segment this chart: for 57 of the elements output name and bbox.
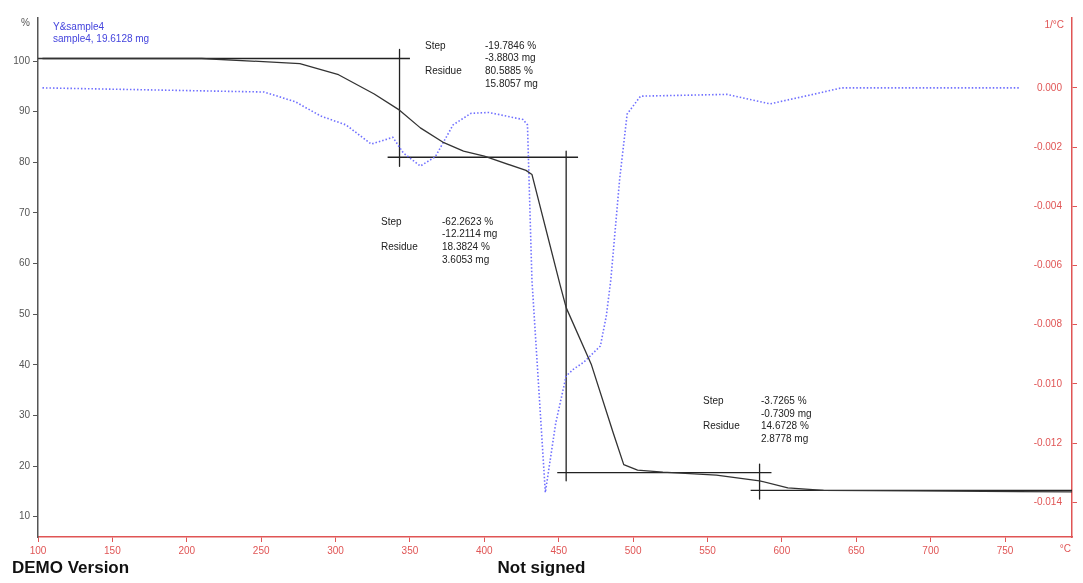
y2-axis-title: 1/°C <box>1044 18 1064 30</box>
y2-tick-label: -0.002 <box>1033 140 1063 152</box>
x-tick-label: 750 <box>996 544 1014 556</box>
y-tick-label: 20 <box>18 459 31 471</box>
x-tick-label: 350 <box>401 544 419 556</box>
y2-tick-label: -0.008 <box>1033 318 1063 330</box>
x-tick-label: 100 <box>29 544 47 556</box>
x-tick-label: 400 <box>475 544 494 556</box>
y-tick-label: 90 <box>18 105 31 117</box>
annotation: -62.2623 % <box>442 215 494 227</box>
y-tick-label: 30 <box>18 409 31 421</box>
x-tick-label: 550 <box>699 544 717 556</box>
annotation: Residue <box>703 420 741 432</box>
annotation: 80.5885 % <box>485 65 533 77</box>
annotation: 14.6728 % <box>761 420 809 432</box>
y-tick-label: 50 <box>18 307 31 319</box>
text: DEMO Version <box>11 558 131 578</box>
annotation: 15.8057 mg <box>485 77 538 89</box>
y-tick-label: 70 <box>18 206 31 218</box>
x-tick-label: 700 <box>922 544 940 556</box>
annotation: Residue <box>381 240 419 252</box>
annotation: 18.3824 % <box>442 240 490 252</box>
annotation: Step <box>703 395 725 407</box>
annotation: Step <box>425 39 447 51</box>
y2-tick-label: -0.012 <box>1033 436 1063 448</box>
y-tick-label: 40 <box>18 358 31 370</box>
y2-tick-label: -0.004 <box>1033 200 1063 212</box>
x-tick-label: 250 <box>252 544 270 556</box>
chart-title: Y&sample4 <box>53 20 105 32</box>
annotation: 3.6053 mg <box>442 253 490 265</box>
text: sample4, 19.6128 mg <box>53 32 150 44</box>
x-tick-label: 450 <box>550 544 568 556</box>
annotation: -0.7309 mg <box>761 407 812 419</box>
x-tick-label: 500 <box>624 544 642 556</box>
y-axis-title: % <box>21 16 31 28</box>
annotation: -3.7265 % <box>761 395 807 407</box>
annotation: -12.2114 mg <box>442 228 498 240</box>
y-tick-label: 100 <box>13 54 31 66</box>
x-tick-label: 150 <box>104 544 122 556</box>
y2-tick-label: -0.014 <box>1033 496 1063 508</box>
x-tick-label: 650 <box>847 544 866 556</box>
y2-tick-label: -0.010 <box>1033 377 1063 389</box>
y2-tick-label: 0.000 <box>1036 81 1063 93</box>
annotation: Residue <box>425 65 463 77</box>
y-tick-label: 80 <box>18 156 31 168</box>
x-tick-label: 200 <box>178 544 196 556</box>
annotation: -3.8803 mg <box>485 52 536 64</box>
x-axis-title: °C <box>1059 542 1071 554</box>
annotation: 2.8778 mg <box>761 433 809 445</box>
text: Not signed <box>496 558 587 578</box>
y-tick-label: 60 <box>18 257 31 269</box>
x-tick-label: 300 <box>327 544 345 556</box>
y-tick-label: 10 <box>18 510 31 522</box>
y2-tick-label: -0.006 <box>1033 259 1063 271</box>
x-tick-label: 600 <box>773 544 791 556</box>
annotation: -19.7846 % <box>485 39 537 51</box>
annotation: Step <box>381 215 403 227</box>
